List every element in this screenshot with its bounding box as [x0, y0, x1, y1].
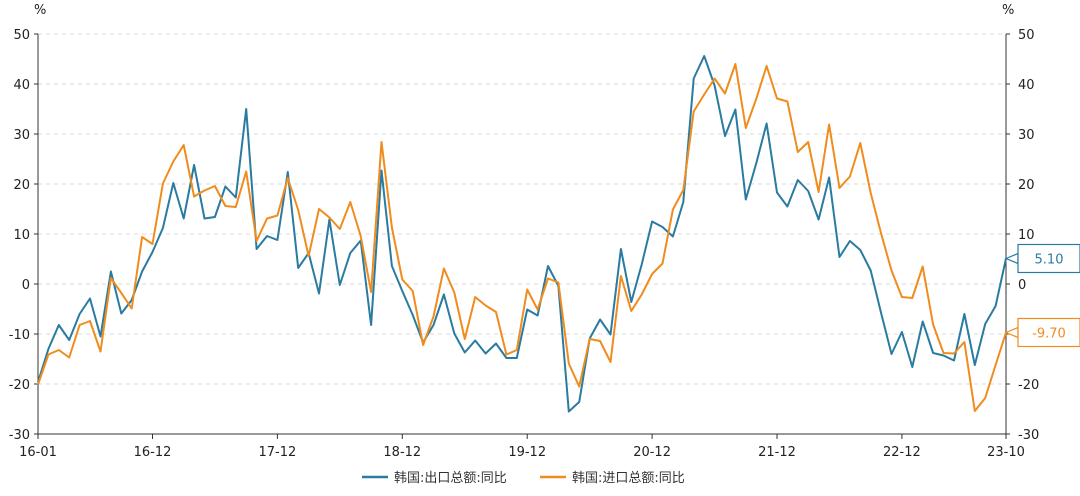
x-tick-label: 17-12 — [259, 445, 297, 460]
y-tick-label-right: 10 — [1018, 228, 1035, 243]
callout-value: -9.70 — [1032, 327, 1066, 342]
y-unit-right: % — [1002, 3, 1014, 18]
x-tick-label: 23-10 — [987, 445, 1025, 460]
tick-labels: 5050404030302020101000-10-10-20-20-30-30… — [9, 28, 1039, 460]
callout-pointer — [1004, 252, 1019, 265]
x-tick-label: 16-01 — [19, 445, 57, 460]
x-tick-label: 18-12 — [383, 445, 421, 460]
x-tick-label: 20-12 — [633, 445, 671, 460]
callout-box — [1017, 243, 1080, 274]
last-value-callouts: 5.10 -9.70 — [1004, 243, 1080, 348]
y-tick-label-right: 30 — [1018, 128, 1035, 143]
series-line-2 — [37, 63, 1007, 412]
y-tick-label-right: 20 — [1018, 178, 1035, 193]
x-tick-label: 19-12 — [508, 445, 546, 460]
y-tick-label-left: -10 — [9, 328, 30, 343]
y-tick-label-right: 40 — [1018, 78, 1035, 93]
x-tick-label: 21-12 — [758, 445, 796, 460]
y-tick-label-right: 50 — [1018, 28, 1035, 43]
callout-pointer — [1004, 326, 1019, 339]
series-lines — [37, 55, 1007, 413]
y-tick-label-left: 30 — [13, 128, 30, 143]
callout-value: 5.10 — [1035, 253, 1064, 268]
axes — [34, 33, 1010, 439]
y-tick-label-left: 50 — [13, 28, 30, 43]
legend: 韩国:出口总额:同比 韩国:进口总额:同比 — [362, 471, 685, 486]
y-tick-label-left: 20 — [13, 178, 30, 193]
x-tick-label: 16-12 — [134, 445, 172, 460]
y-tick-label-left: 40 — [13, 78, 30, 93]
y-tick-label-left: -20 — [9, 378, 30, 393]
series-line-1 — [37, 55, 1007, 413]
y-tick-label-right: -30 — [1018, 428, 1039, 443]
y-tick-label-left: -30 — [9, 428, 30, 443]
legend-label: 韩国:进口总额:同比 — [572, 471, 685, 486]
y-tick-label-right: 0 — [1018, 278, 1026, 293]
callout-box — [1017, 317, 1080, 348]
x-tick-label: 22-12 — [883, 445, 921, 460]
y-unit-left: % — [34, 3, 46, 18]
y-tick-label-left: 10 — [13, 228, 30, 243]
y-tick-label-right: -20 — [1018, 378, 1039, 393]
legend-label: 韩国:出口总额:同比 — [394, 471, 507, 486]
y-tick-label-left: 0 — [22, 278, 30, 293]
